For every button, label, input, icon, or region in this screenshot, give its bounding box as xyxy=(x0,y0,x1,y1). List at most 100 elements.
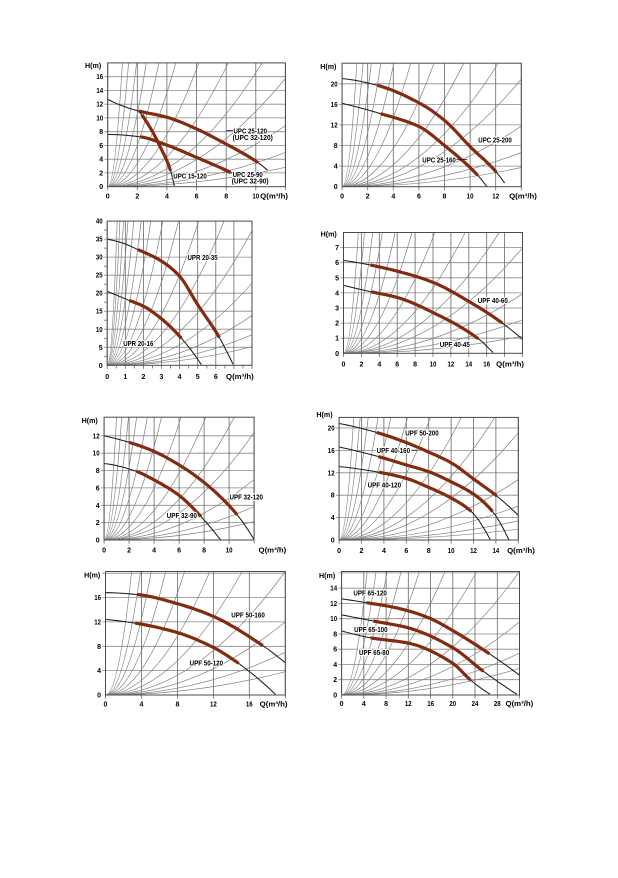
svg-text:12: 12 xyxy=(210,702,217,709)
svg-text:4: 4 xyxy=(331,515,335,522)
svg-text:UPC 15-120: UPC 15-120 xyxy=(173,172,207,181)
svg-text:5: 5 xyxy=(335,275,339,282)
svg-text:6: 6 xyxy=(99,143,103,150)
svg-text:(UPC 32-120): (UPC 32-120) xyxy=(233,133,274,142)
svg-text:UPF 40-45: UPF 40-45 xyxy=(440,340,470,349)
svg-text:4: 4 xyxy=(97,668,101,675)
svg-text:20: 20 xyxy=(331,81,338,88)
svg-text:H(m): H(m) xyxy=(316,410,333,419)
svg-text:24: 24 xyxy=(472,701,479,708)
svg-text:UPF 50-200: UPF 50-200 xyxy=(405,429,439,438)
svg-text:10: 10 xyxy=(96,115,103,122)
svg-text:UPF 32-90: UPF 32-90 xyxy=(167,511,197,520)
svg-text:14: 14 xyxy=(96,88,103,95)
svg-text:4: 4 xyxy=(362,701,366,708)
svg-text:10: 10 xyxy=(467,194,474,201)
svg-text:Q(m³/h): Q(m³/h) xyxy=(506,699,534,708)
svg-text:12: 12 xyxy=(96,102,103,109)
svg-text:0: 0 xyxy=(340,701,344,708)
svg-text:8: 8 xyxy=(443,194,447,201)
svg-text:16: 16 xyxy=(483,361,490,368)
svg-text:UPC 25-160: UPC 25-160 xyxy=(422,155,456,164)
svg-text:Q(m³/h): Q(m³/h) xyxy=(259,545,287,554)
svg-text:16: 16 xyxy=(96,74,103,81)
svg-text:UPC 25-120: UPC 25-120 xyxy=(234,126,268,135)
svg-text:0: 0 xyxy=(97,693,101,700)
svg-text:10: 10 xyxy=(226,547,233,554)
svg-text:1: 1 xyxy=(123,374,127,381)
svg-text:Q(m³/h): Q(m³/h) xyxy=(509,192,537,201)
svg-text:0: 0 xyxy=(334,184,338,191)
svg-text:UPR 20-16: UPR 20-16 xyxy=(123,339,153,348)
svg-text:6: 6 xyxy=(96,485,100,492)
svg-text:4: 4 xyxy=(377,361,381,368)
svg-text:3: 3 xyxy=(335,306,339,313)
svg-text:10: 10 xyxy=(330,616,337,623)
svg-text:8: 8 xyxy=(224,194,228,201)
svg-text:4: 4 xyxy=(165,194,169,201)
svg-text:2: 2 xyxy=(96,520,100,527)
svg-text:Q(m³/h): Q(m³/h) xyxy=(496,359,524,368)
svg-text:4: 4 xyxy=(140,702,144,709)
svg-text:7: 7 xyxy=(335,245,339,252)
svg-text:16: 16 xyxy=(427,701,434,708)
svg-text:10: 10 xyxy=(448,548,455,555)
svg-text:10: 10 xyxy=(96,327,103,334)
svg-text:UPF 40-120: UPF 40-120 xyxy=(368,481,402,490)
svg-text:UPC 25-90: UPC 25-90 xyxy=(233,170,263,179)
svg-text:8: 8 xyxy=(384,701,388,708)
svg-text:12: 12 xyxy=(492,194,499,201)
svg-text:2: 2 xyxy=(135,194,139,201)
svg-text:0: 0 xyxy=(342,361,346,368)
svg-text:H(m): H(m) xyxy=(82,416,99,425)
svg-text:0: 0 xyxy=(337,548,341,555)
svg-text:8: 8 xyxy=(202,547,206,554)
svg-text:4: 4 xyxy=(391,194,395,201)
svg-text:35: 35 xyxy=(96,237,103,244)
svg-text:4: 4 xyxy=(382,548,386,555)
svg-text:6: 6 xyxy=(177,547,181,554)
svg-text:30: 30 xyxy=(96,255,103,262)
svg-text:0: 0 xyxy=(106,194,110,201)
svg-text:8: 8 xyxy=(333,632,337,639)
svg-text:0: 0 xyxy=(333,693,337,700)
svg-text:UPF 50-120: UPF 50-120 xyxy=(190,658,224,667)
svg-text:2: 2 xyxy=(141,374,145,381)
svg-text:20: 20 xyxy=(96,291,103,298)
svg-text:UPF 65-80: UPF 65-80 xyxy=(359,648,389,657)
svg-text:28: 28 xyxy=(494,701,501,708)
svg-text:UPF 40-160: UPF 40-160 xyxy=(377,446,411,455)
svg-text:16: 16 xyxy=(328,448,335,455)
svg-text:2: 2 xyxy=(359,361,363,368)
svg-text:8: 8 xyxy=(97,644,101,651)
svg-text:1: 1 xyxy=(335,336,339,343)
svg-text:UPF 65-120: UPF 65-120 xyxy=(353,589,387,598)
svg-text:Q(m³/h): Q(m³/h) xyxy=(260,192,288,201)
svg-text:12: 12 xyxy=(470,548,477,555)
svg-text:2: 2 xyxy=(127,547,131,554)
svg-text:Q(m³/h): Q(m³/h) xyxy=(260,700,288,709)
svg-text:20: 20 xyxy=(449,701,456,708)
svg-text:6: 6 xyxy=(214,374,218,381)
svg-text:8: 8 xyxy=(96,468,100,475)
svg-text:2: 2 xyxy=(99,170,103,177)
svg-text:16: 16 xyxy=(331,102,338,109)
svg-text:UPF 50-160: UPF 50-160 xyxy=(231,611,264,620)
svg-text:12: 12 xyxy=(328,470,335,477)
svg-text:Q(m³/h): Q(m³/h) xyxy=(226,372,254,381)
svg-text:(UPC 32-90): (UPC 32-90) xyxy=(232,177,269,186)
svg-text:12: 12 xyxy=(405,701,412,708)
svg-text:3: 3 xyxy=(160,374,164,381)
svg-text:25: 25 xyxy=(96,273,103,280)
svg-text:0: 0 xyxy=(335,351,339,358)
svg-text:6: 6 xyxy=(404,548,408,555)
svg-text:16: 16 xyxy=(94,595,101,602)
svg-text:15: 15 xyxy=(96,309,103,316)
svg-text:0: 0 xyxy=(331,538,335,545)
svg-text:4: 4 xyxy=(96,503,100,510)
svg-text:16: 16 xyxy=(246,702,253,709)
svg-text:14: 14 xyxy=(493,548,500,555)
svg-text:4: 4 xyxy=(99,157,103,164)
svg-text:12: 12 xyxy=(448,361,455,368)
svg-text:4: 4 xyxy=(333,662,337,669)
